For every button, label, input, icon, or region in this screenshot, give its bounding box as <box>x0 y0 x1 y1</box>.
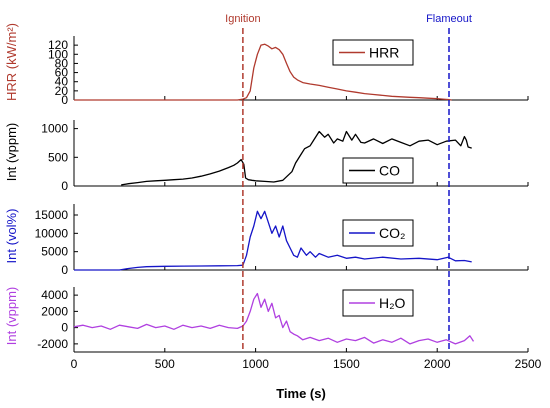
x-tick-label-5: 2500 <box>515 357 542 371</box>
x-tick-label-3: 1500 <box>333 357 360 371</box>
y-tick-label-3-3: 4000 <box>41 288 68 302</box>
y-tick-label-0-0: 0 <box>61 93 68 107</box>
annotation-label-flameout: Flameout <box>426 13 472 25</box>
y-tick-label-0-3: 60 <box>55 66 69 80</box>
legend-label-1: CO <box>379 163 400 179</box>
x-tick-label-2: 1000 <box>242 357 269 371</box>
y-tick-label-3-1: 0 <box>61 321 68 335</box>
y-tick-label-2-0: 0 <box>61 263 68 277</box>
y-tick-label-0-2: 40 <box>55 75 69 89</box>
series-line-CO <box>121 130 472 186</box>
x-axis-title: Time (s) <box>276 386 326 401</box>
y-tick-label-0-1: 20 <box>55 84 69 98</box>
y-axis-title-3: Int (vppm) <box>4 287 19 346</box>
legend-label-2: CO₂ <box>379 225 405 241</box>
y-tick-label-2-2: 10000 <box>35 226 69 240</box>
x-tick-label-1: 500 <box>155 357 175 371</box>
y-tick-label-1-1: 500 <box>48 150 68 164</box>
legend-label-0: HRR <box>369 45 399 61</box>
legend-box-1 <box>342 157 414 184</box>
y-tick-label-0-5: 100 <box>48 47 68 61</box>
y-tick-label-2-1: 5000 <box>41 245 68 259</box>
y-axis-title-2: Int (vol%) <box>4 209 19 264</box>
series-line-CO2 <box>74 210 472 271</box>
legend-label-3: H₂O <box>379 295 406 311</box>
series-line-HRR <box>74 43 452 101</box>
y-tick-label-0-6: 120 <box>48 38 68 52</box>
annotation-label-ignition: Ignition <box>225 13 260 25</box>
y-axis-title-0: HRR (kW/m²) <box>4 23 19 101</box>
y-tick-label-1-2: 1000 <box>41 122 68 136</box>
x-tick-label-4: 2000 <box>424 357 451 371</box>
y-axis-title-1: Int (vppm) <box>4 123 19 182</box>
y-tick-label-0-4: 80 <box>55 56 69 70</box>
y-tick-label-2-3: 15000 <box>35 208 69 222</box>
series-line-H2O <box>73 292 475 345</box>
y-tick-label-3-0: -2000 <box>37 337 68 351</box>
y-tick-label-1-0: 0 <box>61 179 68 193</box>
x-tick-label-0: 0 <box>71 357 78 371</box>
y-tick-label-3-2: 2000 <box>41 304 68 318</box>
